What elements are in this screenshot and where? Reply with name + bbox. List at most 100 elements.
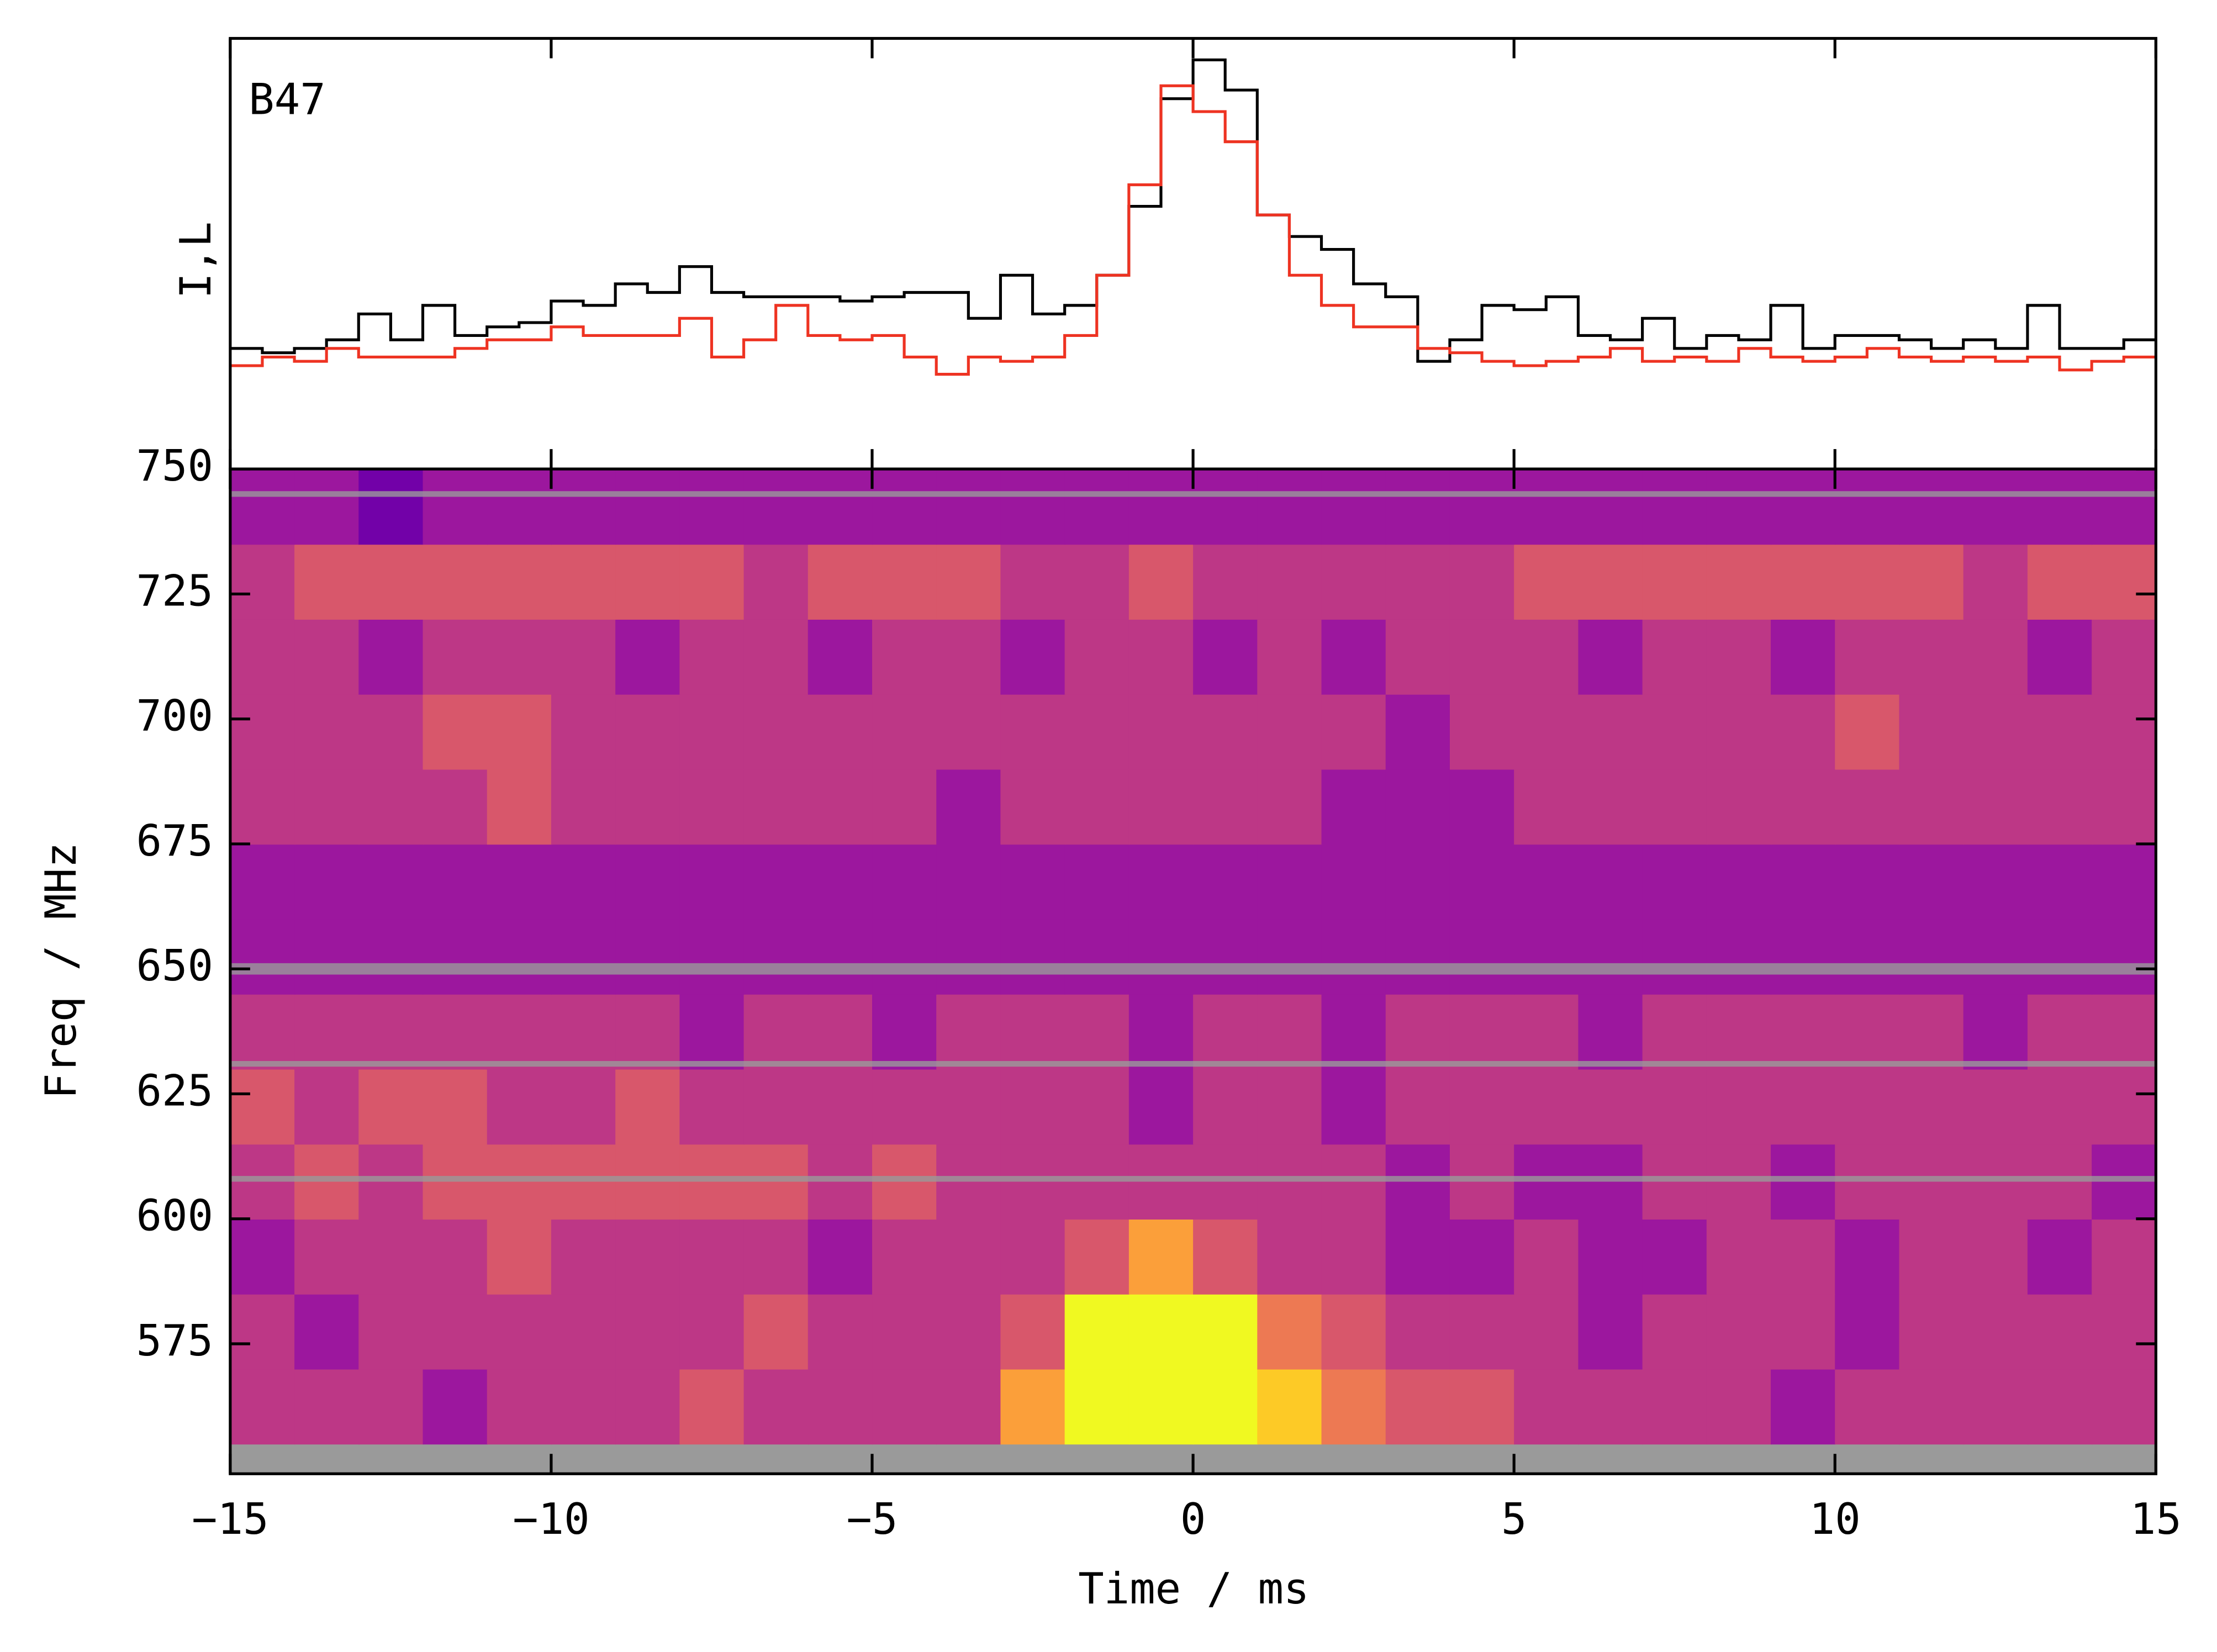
heat-cell (743, 1069, 809, 1145)
heat-cell (1706, 1069, 1772, 1145)
heat-cell (743, 469, 809, 545)
heat-cell (936, 1069, 1001, 1145)
heat-cell (1578, 919, 1643, 995)
heat-cell (2027, 919, 2093, 995)
heat-cell (1449, 619, 1515, 695)
heat-cell (743, 1143, 809, 1220)
heat-cell (1321, 1069, 1387, 1145)
heat-cell (1321, 919, 1387, 995)
heat-cell (1449, 1143, 1515, 1220)
heat-cell (230, 1218, 295, 1295)
heat-cell (872, 694, 937, 770)
heat-cell (1000, 1294, 1065, 1370)
heat-cell (1963, 994, 2029, 1070)
heat-cell (358, 694, 424, 770)
heat-cell (872, 1069, 937, 1145)
heat-cell (1578, 543, 1643, 620)
heat-cell (1193, 769, 1258, 845)
heat-cell (1000, 694, 1065, 770)
heat-cell (1064, 843, 1130, 920)
heat-cell (358, 1218, 424, 1295)
heat-cell (1385, 1294, 1451, 1370)
heat-cell (1771, 843, 1836, 920)
y-axis-label: I,L (171, 221, 221, 298)
heat-cell (1000, 843, 1065, 920)
heat-cell (1321, 694, 1387, 770)
heat-cell (358, 469, 424, 545)
heat-cell (1064, 1069, 1130, 1145)
heat-cell (1128, 919, 1194, 995)
heat-cell (679, 1369, 745, 1445)
heat-cell (1899, 1069, 1964, 1145)
heat-cell (1257, 843, 1322, 920)
heat-cell (1642, 619, 1708, 695)
heat-cell (743, 1294, 809, 1370)
heat-cell (1064, 694, 1130, 770)
heat-cell (2027, 469, 2093, 545)
heat-cell (551, 1069, 616, 1145)
heat-cell (1385, 919, 1451, 995)
heat-cell (1257, 1294, 1322, 1370)
y-axis-label: Freq / MHz (36, 842, 86, 1099)
heat-cell (358, 1143, 424, 1220)
heat-cell (743, 1369, 809, 1445)
heat-cell (1899, 543, 1964, 620)
heat-cell (1257, 919, 1322, 995)
heat-cell (423, 469, 488, 545)
x-tick-label: 10 (1809, 1495, 1861, 1544)
heat-cell (1771, 1143, 1836, 1220)
heat-cell (1835, 694, 1900, 770)
heat-cell (2092, 619, 2157, 695)
heat-cell (807, 843, 873, 920)
heat-cell (1835, 1369, 1900, 1445)
heat-cell (551, 843, 616, 920)
heat-cell (487, 994, 552, 1070)
heat-cell (872, 1294, 937, 1370)
heat-cell (1899, 694, 1964, 770)
heat-cell (423, 769, 488, 845)
heat-cell (1835, 769, 1900, 845)
heat-cell (1193, 1069, 1258, 1145)
heat-cell (1193, 1143, 1258, 1220)
heat-cell (358, 619, 424, 695)
x-tick-label: 5 (1501, 1495, 1527, 1544)
heat-cell (743, 919, 809, 995)
heat-cell (2027, 994, 2093, 1070)
heat-cell (936, 769, 1001, 845)
x-tick-label: −5 (847, 1495, 898, 1544)
heat-cell (1706, 1369, 1772, 1445)
heat-cell (807, 1369, 873, 1445)
heat-cell (615, 469, 680, 545)
x-axis-label: Time / ms (1078, 1564, 1309, 1614)
heat-cell (1899, 1294, 1964, 1370)
heat-cell (1514, 1218, 1579, 1295)
heat-cell (1771, 619, 1836, 695)
heat-cell (1193, 919, 1258, 995)
heat-cell (615, 1369, 680, 1445)
heat-cell (294, 1294, 360, 1370)
heat-cell (615, 1143, 680, 1220)
heat-cell (872, 619, 937, 695)
y-tick-label: 575 (136, 1316, 213, 1366)
heat-cell (1385, 1069, 1451, 1145)
heat-cell (230, 1143, 295, 1220)
heat-cell (487, 843, 552, 920)
heat-cell (551, 1143, 616, 1220)
heat-cell (358, 843, 424, 920)
heat-cell (743, 994, 809, 1070)
heat-cell (294, 919, 360, 995)
heat-cell (1899, 619, 1964, 695)
heat-cell (936, 469, 1001, 545)
heat-cell (487, 469, 552, 545)
heat-cell (2092, 769, 2157, 845)
heat-cell (872, 1369, 937, 1445)
heat-cell (551, 469, 616, 545)
heat-cell (1963, 843, 2029, 920)
heat-cell (1064, 469, 1130, 545)
heat-cell (1321, 1143, 1387, 1220)
heat-cell (1193, 843, 1258, 920)
heat-cell (2092, 1294, 2157, 1370)
y-tick-label: 725 (136, 566, 213, 616)
heat-cell (1128, 619, 1194, 695)
